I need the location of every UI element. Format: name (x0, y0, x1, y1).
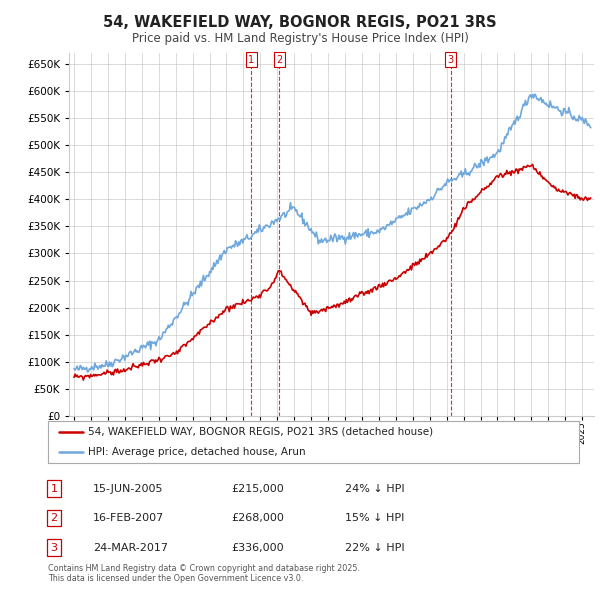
Text: 2: 2 (50, 513, 58, 523)
Text: 22% ↓ HPI: 22% ↓ HPI (345, 543, 404, 552)
Text: £336,000: £336,000 (231, 543, 284, 552)
Text: £215,000: £215,000 (231, 484, 284, 493)
Text: 1: 1 (50, 484, 58, 493)
Text: HPI: Average price, detached house, Arun: HPI: Average price, detached house, Arun (88, 447, 305, 457)
Text: 24% ↓ HPI: 24% ↓ HPI (345, 484, 404, 493)
Text: £268,000: £268,000 (231, 513, 284, 523)
Text: 54, WAKEFIELD WAY, BOGNOR REGIS, PO21 3RS (detached house): 54, WAKEFIELD WAY, BOGNOR REGIS, PO21 3R… (88, 427, 433, 437)
Text: 3: 3 (50, 543, 58, 552)
Text: 15-JUN-2005: 15-JUN-2005 (93, 484, 163, 493)
Text: Price paid vs. HM Land Registry's House Price Index (HPI): Price paid vs. HM Land Registry's House … (131, 32, 469, 45)
Text: 16-FEB-2007: 16-FEB-2007 (93, 513, 164, 523)
Text: 3: 3 (448, 55, 454, 64)
Text: 1: 1 (248, 55, 254, 64)
Text: 2: 2 (276, 55, 283, 64)
Text: Contains HM Land Registry data © Crown copyright and database right 2025.
This d: Contains HM Land Registry data © Crown c… (48, 563, 360, 583)
Text: 15% ↓ HPI: 15% ↓ HPI (345, 513, 404, 523)
Text: 54, WAKEFIELD WAY, BOGNOR REGIS, PO21 3RS: 54, WAKEFIELD WAY, BOGNOR REGIS, PO21 3R… (103, 15, 497, 30)
Text: 24-MAR-2017: 24-MAR-2017 (93, 543, 168, 552)
